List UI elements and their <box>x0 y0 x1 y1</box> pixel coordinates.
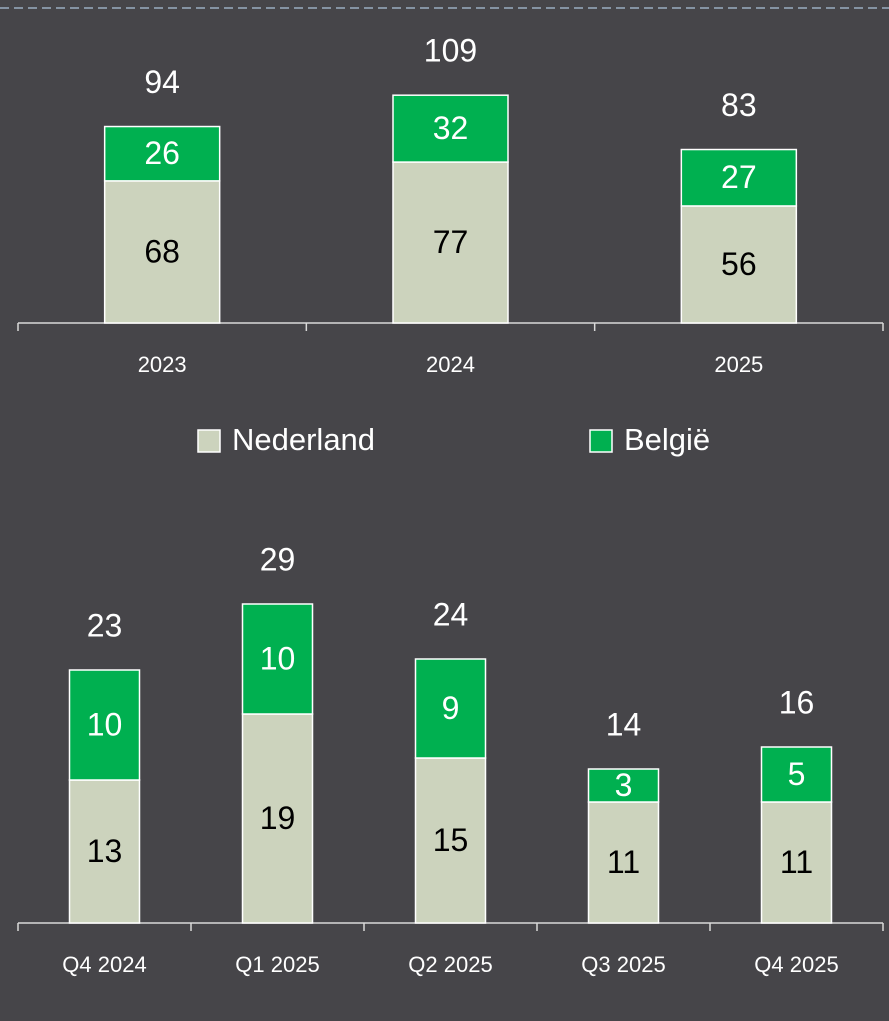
bar-segment <box>241 603 314 715</box>
legend-swatch <box>197 429 221 453</box>
bar-value-label: 26 <box>144 135 180 171</box>
bar-value-label: 3 <box>615 767 633 803</box>
x-tick-label: Q3 2025 <box>581 952 665 977</box>
total-label: 23 <box>87 607 123 643</box>
x-tick-label: 2024 <box>426 352 475 377</box>
bar-segment <box>103 180 221 324</box>
bar-segment <box>680 148 798 207</box>
bar-value-label: 56 <box>721 246 757 282</box>
bar-segment <box>760 746 833 803</box>
total-label: 94 <box>144 64 180 100</box>
bar-value-label: 11 <box>780 844 813 880</box>
bar-segment <box>392 94 509 163</box>
bar-segment <box>68 779 141 924</box>
bar-value-label: 10 <box>87 706 123 742</box>
bar-value-label: 13 <box>87 833 123 869</box>
bar-value-label: 15 <box>433 822 469 858</box>
bar-value-label: 77 <box>433 224 469 260</box>
bar-value-label: 19 <box>260 800 296 836</box>
x-tick-label: Q1 2025 <box>235 952 319 977</box>
bar-segment <box>68 669 141 781</box>
x-tick-label: Q4 2024 <box>62 952 146 977</box>
total-label: 24 <box>433 596 469 632</box>
bar-segment <box>103 125 221 182</box>
bar-value-label: 32 <box>433 110 469 146</box>
total-label: 109 <box>424 33 477 69</box>
bar-value-label: 68 <box>144 233 180 269</box>
legend-swatch <box>589 429 613 453</box>
bar-value-label: 10 <box>260 640 296 676</box>
total-label: 16 <box>779 684 815 720</box>
bar-segment <box>760 801 833 924</box>
x-tick-label: Q4 2025 <box>754 952 838 977</box>
bar-segment <box>241 713 314 924</box>
bar-segment <box>587 768 660 803</box>
bar-segment <box>414 658 487 759</box>
x-tick-label: Q2 2025 <box>408 952 492 977</box>
bar-value-label: 27 <box>721 159 757 195</box>
total-label: 29 <box>260 541 296 577</box>
total-label: 14 <box>606 706 642 742</box>
bar-value-label: 9 <box>442 690 460 726</box>
x-tick-label: 2023 <box>138 352 187 377</box>
bar-segment <box>680 205 798 324</box>
bar-segment <box>414 757 487 924</box>
legend-label: België <box>624 422 710 457</box>
bar-value-label: 11 <box>607 844 640 880</box>
total-label: 83 <box>721 87 757 123</box>
bar-segment <box>392 161 509 324</box>
bar-value-label: 5 <box>788 756 806 792</box>
x-tick-label: 2025 <box>714 352 763 377</box>
legend-label: Nederland <box>232 422 375 457</box>
